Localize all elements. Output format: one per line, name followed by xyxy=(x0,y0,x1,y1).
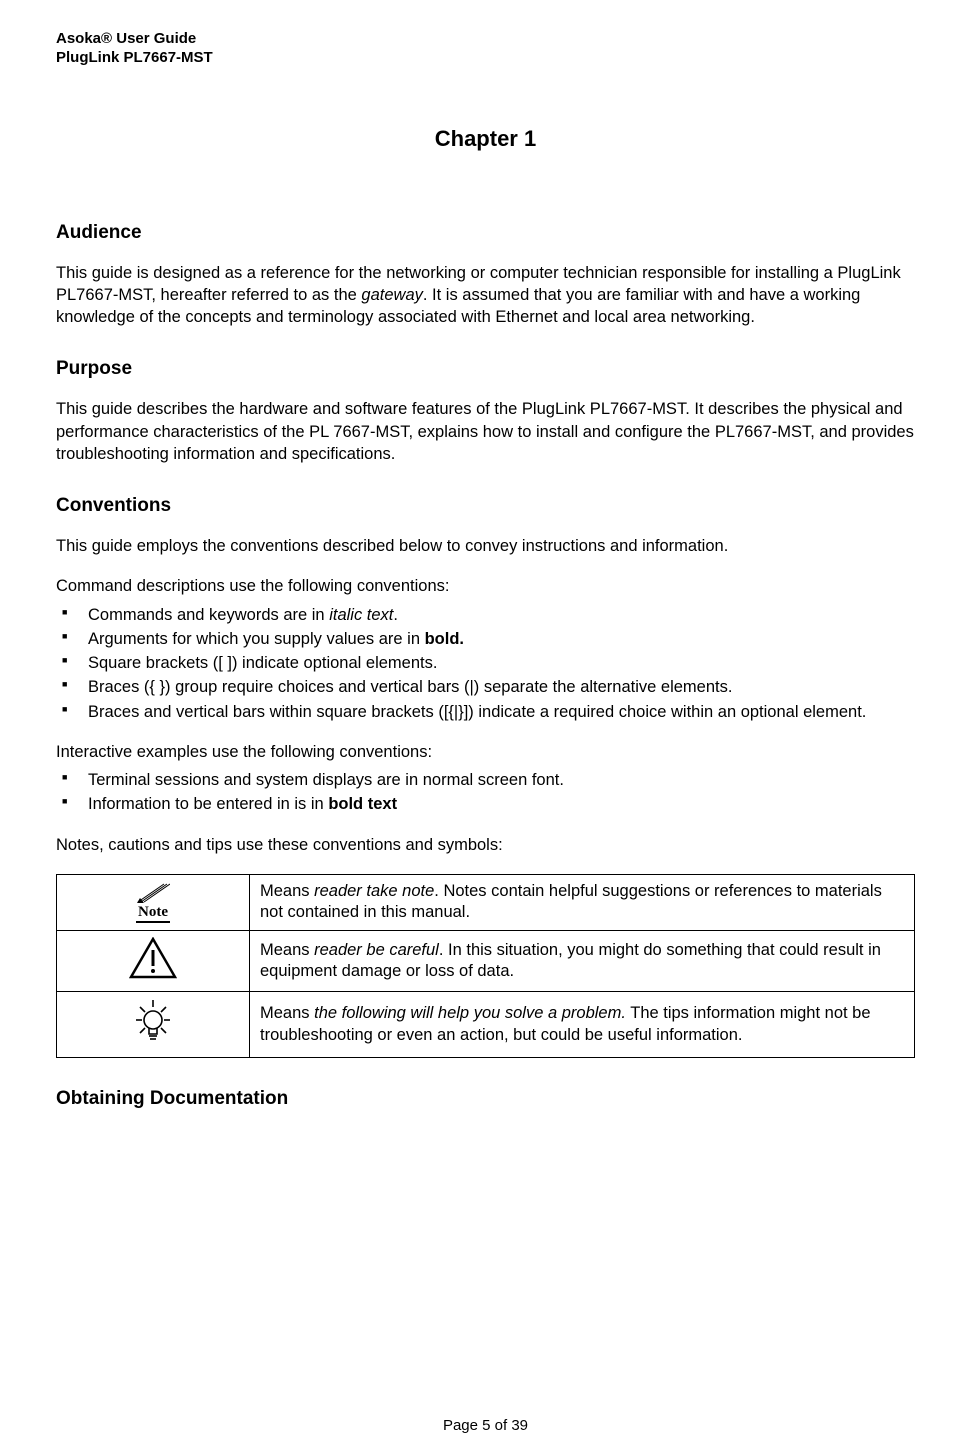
cmd-b2-emph: bold. xyxy=(425,630,464,648)
int-bullet-2: Information to be entered in is in bold … xyxy=(56,793,915,815)
note-desc-cell: Means reader take note. Notes contain he… xyxy=(250,875,915,931)
conventions-intro: This guide employs the conventions descr… xyxy=(56,535,915,557)
row3-emph: the following will help you solve a prob… xyxy=(314,1004,626,1022)
doc-header: Asoka® User Guide PlugLink PL7667-MST xyxy=(56,30,915,68)
heading-purpose: Purpose xyxy=(56,358,915,380)
row2-emph: reader be careful xyxy=(314,941,439,959)
cmd-b1-pre: Commands and keywords are in xyxy=(88,606,329,624)
audience-paragraph: This guide is designed as a reference fo… xyxy=(56,262,915,329)
cmd-bullet-5: Braces and vertical bars within square b… xyxy=(56,701,915,723)
heading-obtaining: Obtaining Documentation xyxy=(56,1088,915,1110)
caution-icon xyxy=(129,965,177,983)
header-line-2: PlugLink PL7667-MST xyxy=(56,49,915,68)
lightbulb-icon xyxy=(128,1030,178,1048)
audience-gateway-term: gateway xyxy=(361,286,422,304)
row1-emph: reader take note xyxy=(314,882,434,900)
conventions-cmd-intro: Command descriptions use the following c… xyxy=(56,575,915,597)
caution-icon-cell xyxy=(57,930,250,991)
row2-pre: Means xyxy=(260,941,314,959)
cmd-b1-post: . xyxy=(393,606,398,624)
tip-icon-cell xyxy=(57,992,250,1057)
table-row: Means the following will help you solve … xyxy=(57,992,915,1057)
conventions-table: Note Means reader take note. Notes conta… xyxy=(56,874,915,1058)
cmd-b1-emph: italic text xyxy=(329,606,393,624)
note-icon-cell: Note xyxy=(57,875,250,931)
note-icon: Note xyxy=(136,882,170,923)
pencil-icon xyxy=(136,882,170,904)
int-b2-emph: bold text xyxy=(328,795,397,813)
heading-conventions: Conventions xyxy=(56,495,915,517)
row1-pre: Means xyxy=(260,882,314,900)
tip-desc-cell: Means the following will help you solve … xyxy=(250,992,915,1057)
cmd-bullet-1: Commands and keywords are in italic text… xyxy=(56,604,915,626)
page-container: Asoka® User Guide PlugLink PL7667-MST Ch… xyxy=(0,0,971,1454)
cmd-bullet-3: Square brackets ([ ]) indicate optional … xyxy=(56,652,915,674)
int-b2-pre: Information to be entered in is in xyxy=(88,795,328,813)
table-row: Means reader be careful. In this situati… xyxy=(57,930,915,991)
cmd-bullet-4: Braces ({ }) group require choices and v… xyxy=(56,676,915,698)
row3-pre: Means xyxy=(260,1004,314,1022)
int-bullets: Terminal sessions and system displays ar… xyxy=(56,769,915,816)
cmd-bullets: Commands and keywords are in italic text… xyxy=(56,604,915,723)
page-footer: Page 5 of 39 xyxy=(0,1417,971,1434)
cmd-bullet-2: Arguments for which you supply values ar… xyxy=(56,628,915,650)
conventions-int-intro: Interactive examples use the following c… xyxy=(56,741,915,763)
purpose-paragraph: This guide describes the hardware and so… xyxy=(56,398,915,465)
notes-intro: Notes, cautions and tips use these conve… xyxy=(56,834,915,856)
table-row: Note Means reader take note. Notes conta… xyxy=(57,875,915,931)
caution-desc-cell: Means reader be careful. In this situati… xyxy=(250,930,915,991)
header-line-1: Asoka® User Guide xyxy=(56,30,915,49)
chapter-title: Chapter 1 xyxy=(56,126,915,152)
cmd-b2-pre: Arguments for which you supply values ar… xyxy=(88,630,425,648)
heading-audience: Audience xyxy=(56,222,915,244)
note-label: Note xyxy=(136,905,170,923)
int-bullet-1: Terminal sessions and system displays ar… xyxy=(56,769,915,791)
